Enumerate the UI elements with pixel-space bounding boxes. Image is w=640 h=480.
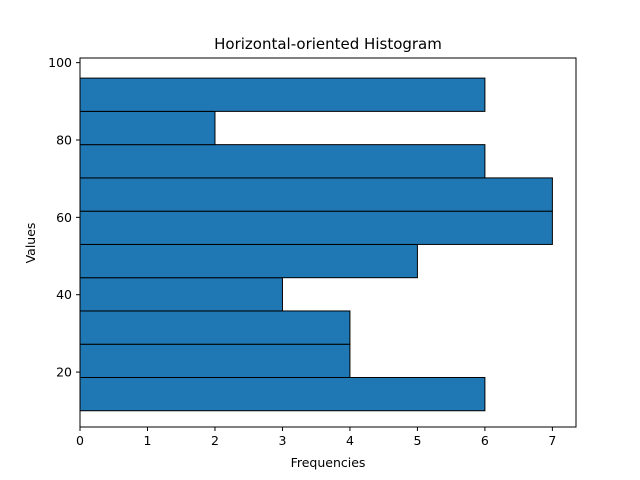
x-axis-label: Frequencies — [291, 455, 366, 470]
x-axis: 0 1 2 3 4 5 6 7 — [76, 427, 556, 448]
bars-group — [80, 78, 552, 411]
y-tick-label: 40 — [56, 287, 72, 302]
histogram-bar-4 — [80, 244, 417, 277]
histogram-bar-7 — [80, 145, 485, 178]
histogram-bar-1 — [80, 344, 350, 377]
x-tick-label: 2 — [211, 433, 219, 448]
x-tick-label: 6 — [481, 433, 489, 448]
histogram-bar-6 — [80, 178, 552, 211]
y-tick-label: 60 — [56, 210, 72, 225]
x-tick-label: 5 — [413, 433, 421, 448]
y-tick-label: 80 — [56, 133, 72, 148]
chart-title: Horizontal-oriented Histogram — [214, 35, 442, 53]
histogram-bar-2 — [80, 311, 350, 344]
x-tick-label: 3 — [278, 433, 286, 448]
y-tick-label: 100 — [48, 55, 72, 70]
histogram-bar-5 — [80, 211, 552, 244]
x-tick-label: 7 — [548, 433, 556, 448]
y-axis-label: Values — [23, 223, 38, 264]
histogram-bar-9 — [80, 78, 485, 111]
x-tick-label: 4 — [346, 433, 354, 448]
y-tick-label: 20 — [56, 365, 72, 380]
histogram-bar-8 — [80, 111, 215, 144]
histogram-bar-0 — [80, 377, 485, 410]
x-tick-label: 1 — [144, 433, 152, 448]
histogram-bar-3 — [80, 278, 282, 311]
y-axis: 20 40 60 80 100 — [48, 55, 80, 379]
x-tick-label: 0 — [76, 433, 84, 448]
